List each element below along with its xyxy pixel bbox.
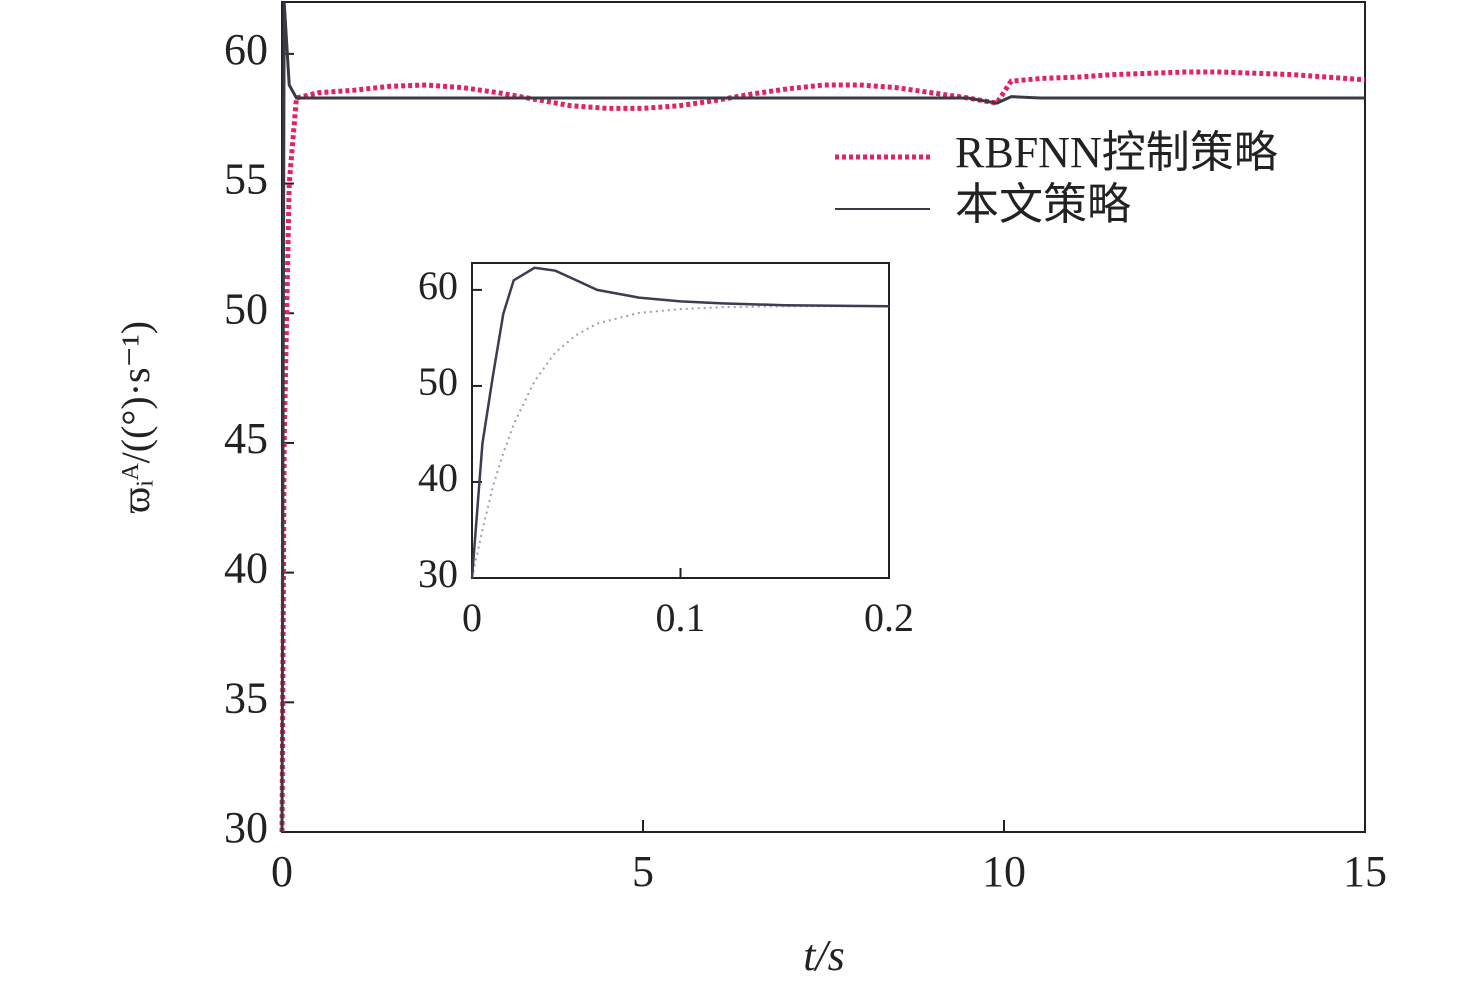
data-line — [280, 1, 1365, 833]
legend-label: RBFNN控制策略 — [955, 128, 1278, 177]
x-tick-label: 15 — [1343, 847, 1387, 896]
y-tick-label: 45 — [224, 414, 268, 463]
y-tick-label: 60 — [224, 25, 268, 74]
y-tick-label: 35 — [224, 673, 268, 722]
y-tick-label: 60 — [418, 263, 458, 308]
y-tick-label: 55 — [224, 155, 268, 204]
y-tick-label: 50 — [418, 359, 458, 404]
x-axis-label: t/s — [803, 931, 845, 980]
x-tick-label: 0.2 — [864, 595, 914, 640]
y-tick-label: 40 — [418, 455, 458, 500]
y-tick-label: 30 — [418, 551, 458, 596]
y-tick-label: 30 — [224, 803, 268, 852]
x-tick-label: 5 — [632, 847, 654, 896]
x-tick-label: 0 — [462, 595, 482, 640]
y-tick-label: 40 — [224, 544, 268, 593]
data-line — [470, 266, 890, 579]
y-tick-label: 50 — [224, 284, 268, 333]
plot-frame — [471, 262, 890, 579]
y-axis-label: ϖᵢᴬ/((°)·s⁻¹) — [113, 321, 158, 513]
x-tick-label: 0.1 — [656, 595, 706, 640]
x-tick-label: 10 — [982, 847, 1026, 896]
x-tick-label: 0 — [271, 847, 293, 896]
legend-label: 本文策略 — [955, 180, 1131, 229]
